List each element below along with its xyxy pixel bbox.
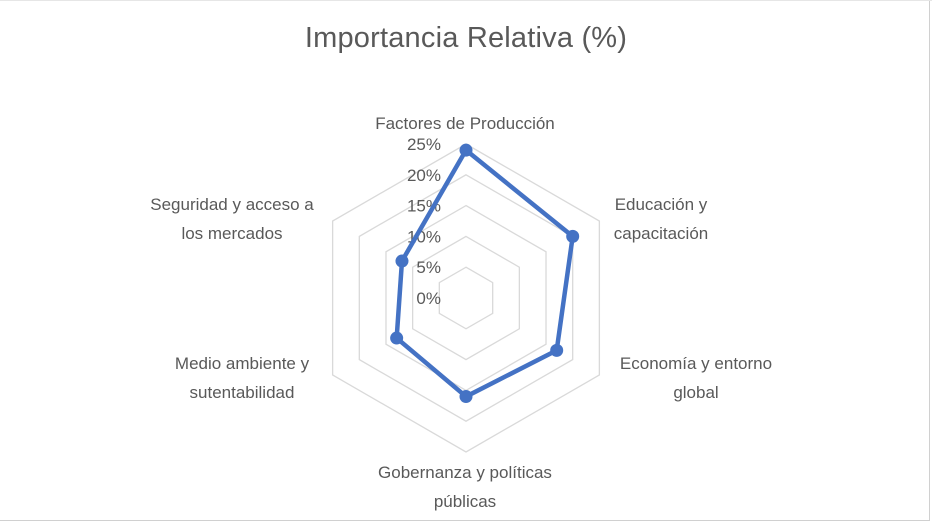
category-label: Educación y capacitación xyxy=(614,195,709,243)
series-layer xyxy=(390,143,580,404)
data-point xyxy=(550,343,564,357)
data-point xyxy=(395,254,409,268)
category-label: Seguridad y acceso a los mercados xyxy=(150,195,314,243)
grid-ring-5 xyxy=(331,143,601,453)
data-point xyxy=(459,143,473,157)
data-point xyxy=(566,229,580,243)
data-point xyxy=(459,390,473,404)
tick-label: 20% xyxy=(407,166,441,185)
tick-label: 0% xyxy=(416,289,441,308)
category-label: Economía y entorno global xyxy=(620,354,772,402)
radar-grid xyxy=(331,143,601,453)
top-divider xyxy=(0,0,932,1)
category-label: Medio ambiente y sutentabilidad xyxy=(175,354,310,402)
data-point xyxy=(390,331,404,345)
category-labels: Factores de Producción Educación y capacit… xyxy=(150,114,772,511)
grid-ring-2 xyxy=(412,235,520,361)
category-label: Factores de Producción xyxy=(375,114,555,133)
tick-label: 5% xyxy=(416,258,441,277)
tick-label: 25% xyxy=(407,135,441,154)
chart-title: Importancia Relativa (%) xyxy=(304,22,628,54)
grid-ring-1 xyxy=(438,266,494,330)
category-label: Gobernanza y políticas públicas xyxy=(378,463,552,511)
